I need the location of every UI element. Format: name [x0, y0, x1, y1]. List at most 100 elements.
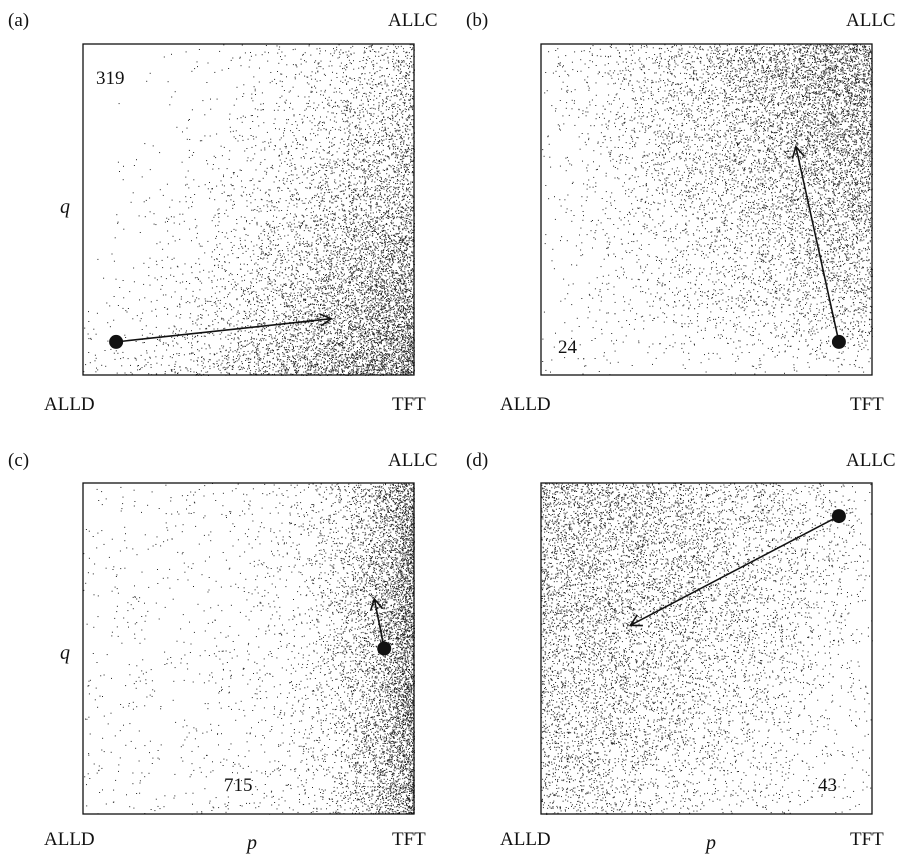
scatter-point	[395, 368, 396, 369]
scatter-point	[396, 316, 397, 317]
scatter-point	[361, 314, 362, 315]
scatter-point	[372, 338, 373, 339]
scatter-point	[326, 238, 327, 239]
scatter-point	[409, 149, 410, 150]
scatter-point	[241, 296, 242, 297]
scatter-point	[302, 286, 303, 287]
scatter-point	[371, 342, 372, 343]
scatter-point	[384, 60, 385, 61]
scatter-point	[250, 256, 251, 257]
scatter-point	[234, 105, 235, 106]
scatter-point	[410, 142, 411, 143]
scatter-point	[321, 167, 322, 168]
scatter-point	[360, 190, 361, 191]
scatter-point	[372, 236, 373, 237]
scatter-point	[331, 264, 332, 265]
scatter-point	[363, 234, 364, 235]
scatter-point	[389, 270, 390, 271]
scatter-point	[222, 232, 223, 233]
scatter-point	[371, 169, 372, 170]
scatter-point	[322, 288, 323, 289]
scatter-point	[221, 372, 222, 373]
scatter-point	[320, 354, 321, 355]
scatter-point	[309, 201, 310, 202]
scatter-point	[340, 342, 341, 343]
scatter-point	[337, 251, 338, 252]
scatter-point	[367, 111, 368, 112]
scatter-point	[242, 369, 243, 370]
scatter-point	[353, 253, 354, 254]
scatter-point	[412, 241, 413, 242]
scatter-point	[282, 289, 283, 290]
scatter-point	[148, 362, 149, 363]
scatter-point	[334, 328, 335, 329]
scatter-point	[279, 370, 280, 371]
scatter-point	[273, 270, 274, 271]
scatter-point	[349, 360, 350, 361]
scatter-point	[376, 356, 377, 357]
scatter-point	[366, 341, 367, 342]
scatter-point	[378, 304, 379, 305]
scatter-point	[407, 347, 408, 348]
scatter-point	[330, 255, 331, 256]
scatter-point	[324, 247, 325, 248]
scatter-point	[386, 334, 387, 335]
scatter-point	[246, 221, 247, 222]
scatter-point	[319, 206, 320, 207]
scatter-point	[409, 130, 410, 131]
scatter-point	[279, 106, 280, 107]
scatter-point	[331, 349, 332, 350]
scatter-point	[408, 94, 409, 95]
scatter-point	[317, 337, 318, 338]
scatter-point	[306, 108, 307, 109]
scatter-point	[327, 163, 328, 164]
scatter-point	[381, 242, 382, 243]
scatter-point	[231, 195, 232, 196]
scatter-point	[411, 340, 412, 341]
scatter-point	[372, 49, 373, 50]
scatter-point	[356, 87, 357, 88]
scatter-point	[348, 296, 349, 297]
scatter-point	[400, 361, 401, 362]
scatter-point	[394, 282, 395, 283]
scatter-point	[188, 187, 189, 188]
scatter-point	[316, 224, 317, 225]
scatter-point	[285, 366, 286, 367]
scatter-point	[384, 307, 385, 308]
scatter-point	[384, 130, 385, 131]
scatter-point	[257, 116, 258, 117]
scatter-point	[385, 80, 386, 81]
scatter-point	[383, 315, 384, 316]
scatter-point	[349, 279, 350, 280]
scatter-point	[350, 78, 351, 79]
scatter-point	[298, 222, 299, 223]
scatter-point	[285, 356, 286, 357]
scatter-point	[367, 372, 368, 373]
scatter-point	[383, 159, 384, 160]
scatter-point	[329, 235, 330, 236]
scatter-point	[349, 177, 350, 178]
scatter-point	[361, 208, 362, 209]
scatter-point	[322, 367, 323, 368]
scatter-point	[238, 141, 239, 142]
scatter-point	[398, 273, 399, 274]
scatter-point	[252, 341, 253, 342]
scatter-point	[332, 366, 333, 367]
scatter-point	[305, 138, 306, 139]
scatter-point	[238, 359, 239, 360]
scatter-point	[347, 229, 348, 230]
scatter-point	[377, 272, 378, 273]
scatter-point	[333, 225, 334, 226]
scatter-point	[283, 296, 284, 297]
scatter-point	[285, 285, 286, 286]
scatter-point	[343, 162, 344, 163]
scatter-point	[382, 264, 383, 265]
scatter-point	[253, 298, 254, 299]
scatter-point	[316, 359, 317, 360]
scatter-point	[393, 313, 394, 314]
scatter-point	[253, 299, 254, 300]
scatter-point	[383, 268, 384, 269]
scatter-point	[295, 169, 296, 170]
scatter-point	[367, 194, 368, 195]
scatter-point	[366, 324, 367, 325]
